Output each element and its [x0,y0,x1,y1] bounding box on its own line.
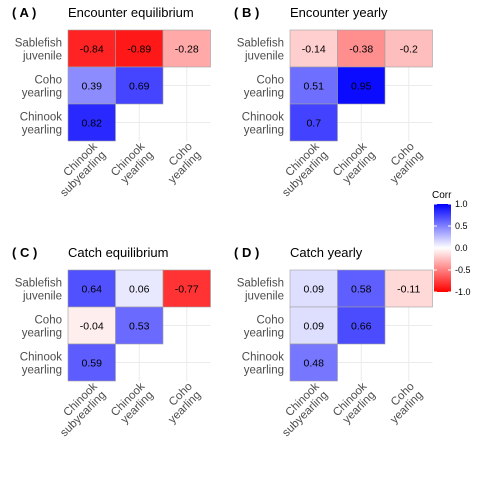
cell-label: 0.09 [304,321,325,333]
row-label: Coho yearling [22,315,62,340]
panel-title: Catch yearly [290,245,363,260]
heatmap-cell [289,103,338,142]
panel-b: ( B ) Encounter yearly -0.14 -0.38 -0.2 0.51 0… [234,5,433,199]
cell-label: 0.39 [82,81,103,93]
cell-label: -0.2 [400,44,418,56]
heatmap-cell [115,269,164,308]
panel-tag: ( B ) [234,5,259,20]
cell-label: -0.84 [80,44,104,56]
heatmap-cell [337,66,386,105]
column-label: Chinooksubyearling [272,380,331,439]
legend-tick-label: -0.5 [455,265,471,275]
cell-label: 0.59 [82,358,103,370]
row-label: Chinook yearling [20,352,62,377]
heatmap-cell [289,66,338,105]
column-label: Cohoyearling [158,381,203,426]
heatmap-cell [67,103,116,142]
heatmap-cell [289,343,338,382]
cell-label: 0.7 [306,118,321,130]
cell-label: -0.04 [80,321,104,333]
cell-label: 0.51 [304,81,325,93]
column-label: Chinookyearling [109,380,156,427]
cell-label: 0.09 [304,284,325,296]
panel-tag: ( A ) [12,5,36,20]
row-label: Chinook yearling [20,112,62,137]
panel-a: ( A ) Encounter equilibrium -0.84 -0.89 -0.2… [12,5,211,199]
heatmap-cell [384,269,433,308]
row-label: Sablefish juvenile [237,278,284,303]
column-label: Chinookyearling [331,140,378,187]
panel-c: ( C ) Catch equilibrium 0.64 0.06 -0.77 -0.04… [12,245,211,439]
panel-title: Encounter equilibrium [68,5,194,20]
row-label: Coho yearling [244,75,284,100]
heatmap-cell [67,343,116,382]
heatmap-cell [289,29,338,68]
legend-tick-label: 0.0 [455,243,468,253]
heatmap-cell [289,269,338,308]
heatmap-cell [337,269,386,308]
panel-title: Catch equilibrium [68,245,168,260]
heatmap-cell [162,29,211,68]
legend-tick-label: -1.0 [455,287,471,297]
panel-d: ( D ) Catch yearly 0.09 0.58 -0.11 0.09 0.66 0.… [234,245,433,439]
heatmap-cell [384,29,433,68]
column-label: Chinookyearling [109,140,156,187]
cell-label: 0.06 [129,284,150,296]
cell-label: -0.14 [302,44,326,56]
panel-title: Encounter yearly [290,5,388,20]
cell-label: 0.66 [351,321,372,333]
cell-label: -0.77 [175,284,199,296]
row-label: Sablefish juvenile [15,278,62,303]
row-label: Coho yearling [244,315,284,340]
heatmap-cell [115,66,164,105]
heatmap-cell [162,269,211,308]
row-label: Sablefish juvenile [15,38,62,63]
heatmap-cell [67,269,116,308]
row-label: Coho yearling [22,75,62,100]
column-label: Chinooksubyearling [50,140,109,199]
cell-label: -0.28 [175,44,199,56]
heatmap-cell [337,306,386,345]
cell-label: 0.48 [304,358,325,370]
column-label: Chinooksubyearling [272,140,331,199]
cell-label: 0.53 [129,321,150,333]
legend-colorbar [434,204,451,292]
heatmap-cell [67,66,116,105]
legend-title: Corr [432,190,452,201]
column-label: Chinookyearling [331,380,378,427]
column-label: Cohoyearling [158,141,203,186]
cell-label: -0.38 [349,44,373,56]
heatmap-cell [67,306,116,345]
legend-tick-label: 0.5 [455,221,468,231]
cell-label: 0.58 [351,284,372,296]
cell-label: 0.69 [129,81,150,93]
row-label: Chinook yearling [242,112,284,137]
cell-label: -0.11 [397,284,420,296]
cell-label: 0.95 [351,81,372,93]
column-label: Cohoyearling [380,141,425,186]
panel-tag: ( D ) [234,245,259,260]
cell-label: 0.64 [82,284,103,296]
legend-tick-label: 1.0 [455,199,468,209]
column-label: Chinooksubyearling [50,380,109,439]
heatmap-cell [115,306,164,345]
panel-tag: ( C ) [12,245,37,260]
row-label: Chinook yearling [242,352,284,377]
row-label: Sablefish juvenile [237,38,284,63]
column-label: Cohoyearling [380,381,425,426]
cell-label: 0.82 [82,118,103,130]
cell-label: -0.89 [127,44,151,56]
